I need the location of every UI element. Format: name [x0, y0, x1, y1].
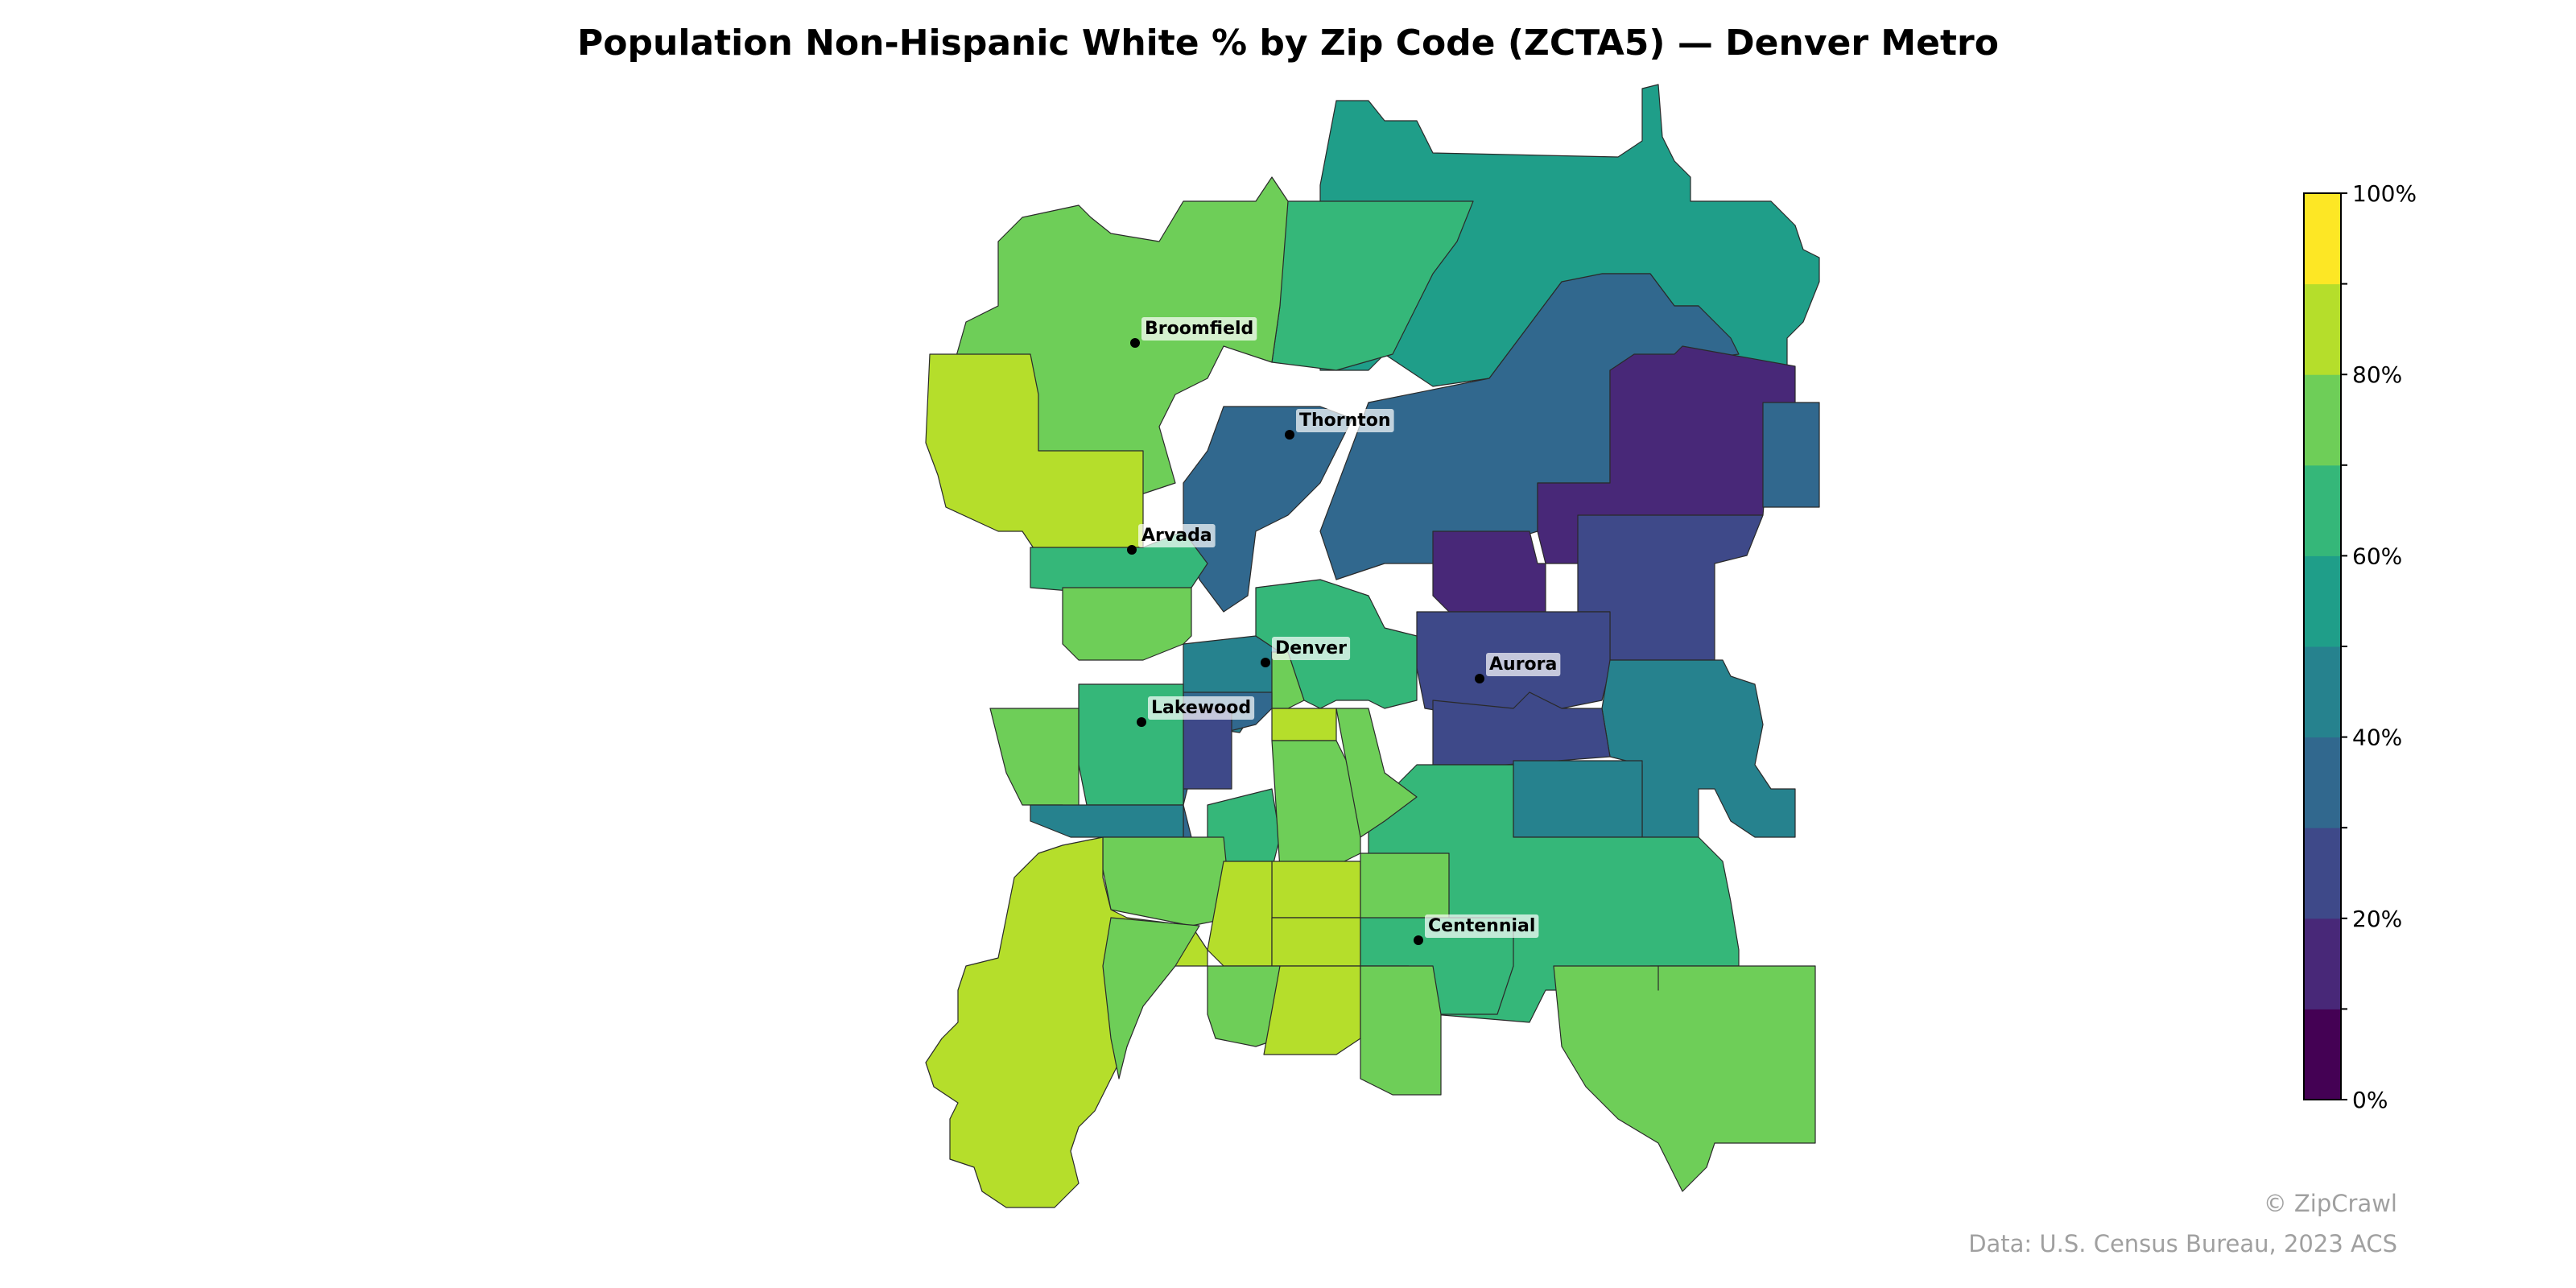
map-title: Population Non-Hispanic White % by Zip C…: [577, 23, 1999, 64]
city-dot-icon: [1475, 674, 1484, 683]
city-markers: Broomfield Thornton Arvada Denver Aurora Lake…: [1127, 317, 1561, 945]
city-marker: Thornton: [1285, 409, 1394, 440]
zcta-region[interactable]: [1335, 708, 1418, 838]
zcta-region[interactable]: [1360, 965, 1442, 1096]
colorbar-tick-label: 60%: [2352, 543, 2402, 569]
zcta-region[interactable]: [1271, 708, 1337, 741]
source-text: Data: U.S. Census Bureau, 2023 ACS: [1968, 1230, 2397, 1257]
colorbar-band: [2304, 374, 2341, 466]
zcta-region[interactable]: [1030, 804, 1184, 838]
city-marker: Centennial: [1414, 914, 1539, 945]
city-label-background: [1296, 409, 1394, 432]
zcta-region[interactable]: [1271, 861, 1361, 919]
city-label: Denver: [1275, 638, 1347, 658]
colorbar-tick-label: 40%: [2352, 724, 2402, 751]
city-marker: Broomfield: [1130, 317, 1257, 348]
zcta-region[interactable]: [989, 708, 1080, 822]
zcta-region[interactable]: [1263, 965, 1361, 1055]
zcta-region[interactable]: [1183, 708, 1232, 790]
zcta-region[interactable]: [1432, 530, 1546, 613]
colorbar-band: [2304, 464, 2341, 556]
colorbar-band: [2304, 828, 2341, 919]
city-dot-icon: [1127, 545, 1137, 555]
city-marker: Aurora: [1475, 653, 1561, 683]
city-label: Lakewood: [1151, 698, 1251, 718]
city-dot-icon: [1137, 717, 1146, 727]
city-label-background: [1148, 696, 1255, 720]
city-dot-icon: [1130, 338, 1140, 348]
city-marker: Lakewood: [1137, 696, 1255, 727]
colorbar-band: [2304, 646, 2341, 738]
colorbar-tick-label: 20%: [2352, 906, 2402, 932]
credit-text: © ZipCrawl: [2263, 1190, 2397, 1217]
zcta-region[interactable]: [1271, 917, 1361, 967]
city-marker: Arvada: [1127, 524, 1216, 555]
colorbar-band: [2304, 1009, 2341, 1100]
colorbar-band: [2304, 193, 2341, 285]
city-label: Broomfield: [1145, 319, 1253, 339]
zcta-region[interactable]: [1513, 760, 1643, 838]
city-marker: Denver: [1261, 637, 1351, 667]
city-label-background: [1486, 653, 1561, 676]
city-dot-icon: [1414, 935, 1423, 945]
colorbar-band: [2304, 918, 2341, 1009]
city-dot-icon: [1285, 430, 1294, 440]
colorbar-tick-label: 100%: [2352, 180, 2417, 207]
colorbar-band: [2304, 555, 2341, 647]
zcta-region[interactable]: [1762, 402, 1820, 508]
city-label-background: [1425, 914, 1539, 938]
colorbar: 0% 20% 40% 60% 80% 100%: [2303, 180, 2417, 1113]
colorbar-tick-label: 0%: [2352, 1087, 2388, 1113]
zcta-region[interactable]: [1553, 965, 1816, 1192]
city-dot-icon: [1261, 658, 1270, 667]
city-label: Centennial: [1428, 916, 1535, 936]
zcta-region[interactable]: [1183, 406, 1353, 613]
city-label: Arvada: [1141, 526, 1212, 546]
zcta-regions: [925, 84, 1820, 1208]
city-label: Thornton: [1299, 411, 1391, 431]
city-label-background: [1272, 637, 1351, 660]
zcta-region[interactable]: [1062, 587, 1192, 661]
colorbar-band: [2304, 737, 2341, 828]
colorbar-band: [2304, 283, 2341, 375]
zcta-region[interactable]: [1102, 836, 1232, 927]
zcta-region[interactable]: [1102, 917, 1200, 1080]
city-label-background: [1141, 317, 1257, 341]
colorbar-tick-label: 80%: [2352, 361, 2402, 388]
city-label-background: [1138, 524, 1216, 547]
city-label: Aurora: [1489, 654, 1557, 675]
